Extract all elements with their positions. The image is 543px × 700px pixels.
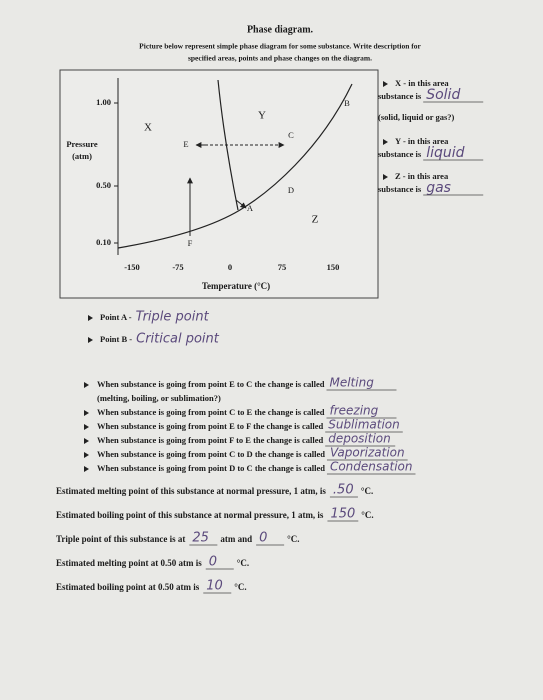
handwritten-answer: Triple point bbox=[136, 310, 210, 325]
estimate-text: °C. bbox=[237, 558, 249, 568]
bullet bbox=[84, 424, 89, 430]
handwritten-answer: Solid bbox=[426, 87, 460, 103]
title: Phase diagram. bbox=[247, 24, 314, 35]
handwritten-answer: 10 bbox=[206, 579, 223, 594]
change-text: When substance is going from point E to … bbox=[97, 379, 325, 389]
area-prompt: substance is bbox=[378, 149, 422, 159]
change-text: When substance is going from point F to … bbox=[97, 435, 323, 445]
area-prompt: X - in this area bbox=[395, 78, 449, 88]
handwritten-answer: 0 bbox=[259, 531, 267, 546]
region-label: Z bbox=[312, 214, 319, 226]
area-prompt: Z - in this area bbox=[395, 171, 449, 181]
x-tick-label: -150 bbox=[124, 262, 140, 272]
y-tick-label: 1.00 bbox=[96, 97, 111, 107]
handwritten-answer: Vaporization bbox=[330, 446, 405, 460]
bullet bbox=[383, 81, 388, 87]
change-text: When substance is going from point C to … bbox=[97, 449, 325, 459]
x-axis-label: Temperature (°C) bbox=[202, 281, 270, 291]
bullet bbox=[84, 438, 89, 444]
point-label: F bbox=[188, 238, 193, 248]
estimate-text: °C. bbox=[361, 510, 373, 520]
region-label: Y bbox=[258, 110, 266, 122]
estimate-text: °C. bbox=[234, 582, 246, 592]
change-text: When substance is going from point C to … bbox=[97, 407, 325, 417]
area-prompt: substance is bbox=[378, 91, 422, 101]
point-label: D bbox=[288, 185, 294, 195]
handwritten-answer: .50 bbox=[333, 483, 354, 498]
handwritten-answer: 150 bbox=[330, 507, 355, 522]
y-tick-label: 0.50 bbox=[96, 180, 111, 190]
estimate-text: Estimated boiling point of this substanc… bbox=[56, 510, 324, 520]
bullet bbox=[88, 315, 93, 321]
instructions: Picture below represent simple phase dia… bbox=[139, 42, 421, 51]
handwritten-answer: freezing bbox=[329, 404, 378, 418]
x-tick-label: -75 bbox=[172, 262, 183, 272]
handwritten-answer: Critical point bbox=[136, 332, 220, 347]
y-axis-label: (atm) bbox=[72, 151, 92, 161]
bullet bbox=[84, 410, 89, 416]
bullet bbox=[84, 466, 89, 472]
area-prompt: Y - in this area bbox=[395, 136, 449, 146]
handwritten-answer: gas bbox=[426, 180, 451, 196]
estimate-text: Estimated melting point of this substanc… bbox=[56, 486, 326, 496]
arrow bbox=[235, 199, 247, 209]
point-label: C bbox=[288, 130, 294, 140]
point-label: A bbox=[247, 203, 254, 213]
x-tick-label: 0 bbox=[228, 262, 232, 272]
point-label: Point A - bbox=[100, 312, 132, 322]
bullet bbox=[88, 337, 93, 343]
handwritten-answer: 25 bbox=[192, 531, 209, 546]
bullet bbox=[84, 452, 89, 458]
estimate-text: °C. bbox=[287, 534, 299, 544]
y-tick-label: 0.10 bbox=[96, 237, 111, 247]
change-note: (melting, boiling, or sublimation?) bbox=[97, 393, 221, 403]
estimate-text: Estimated boiling point at 0.50 atm is bbox=[56, 582, 200, 592]
diagram-frame bbox=[59, 69, 379, 299]
phase-boundary bbox=[117, 83, 353, 249]
y-axis-label: Pressure bbox=[66, 139, 98, 149]
change-text: When substance is going from point D to … bbox=[97, 463, 325, 473]
estimate-text: °C. bbox=[361, 486, 373, 496]
handwritten-answer: Melting bbox=[329, 376, 374, 390]
bullet bbox=[383, 174, 388, 180]
bullet bbox=[84, 382, 89, 388]
handwritten-answer: deposition bbox=[328, 432, 391, 446]
handwritten-answer: liquid bbox=[426, 145, 464, 161]
point-label: B bbox=[344, 98, 350, 108]
instructions: specified areas, points and phase change… bbox=[188, 54, 372, 63]
estimate-text: Estimated melting point at 0.50 atm is bbox=[56, 558, 202, 568]
area-prompt: substance is bbox=[378, 184, 422, 194]
handwritten-answer: Sublimation bbox=[328, 418, 400, 432]
handwritten-answer: Condensation bbox=[330, 460, 413, 474]
point-label: Point B - bbox=[100, 334, 132, 344]
estimate-text: Triple point of this substance is at bbox=[56, 534, 185, 544]
point-label: E bbox=[183, 139, 188, 149]
handwritten-answer: 0 bbox=[209, 555, 217, 570]
region-label: X bbox=[144, 122, 152, 134]
x-tick-label: 75 bbox=[278, 262, 287, 272]
x-tick-label: 150 bbox=[327, 262, 340, 272]
estimate-text: atm and bbox=[220, 534, 252, 544]
change-text: When substance is going from point E to … bbox=[97, 421, 323, 431]
bullet bbox=[383, 139, 388, 145]
phase-diagram: 1.00 0.50 0.10 Pressure (atm) -150 -75 0… bbox=[59, 69, 379, 299]
area-note: (solid, liquid or gas?) bbox=[378, 112, 455, 122]
